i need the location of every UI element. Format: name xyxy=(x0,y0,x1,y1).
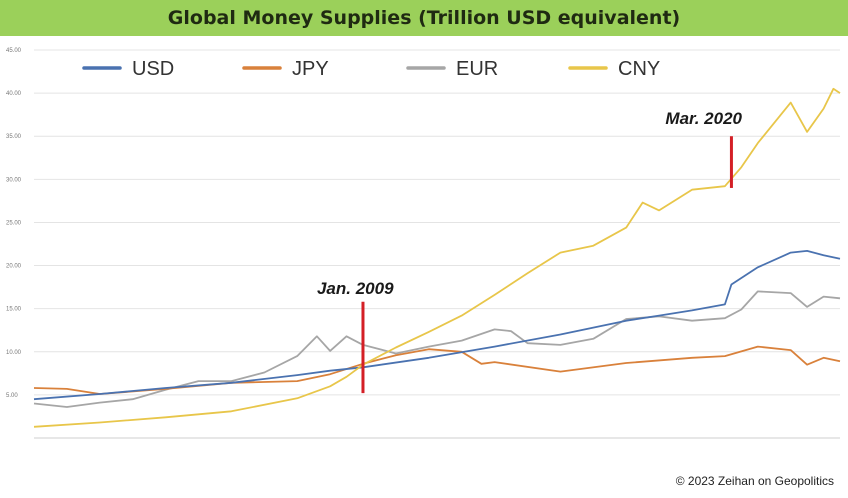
line-chart: 5.00 10.00 15.00 20.00 25.00 30.00 35.00 40.00 4… xyxy=(6,48,841,439)
y-tick-label: 45.00 xyxy=(6,48,22,54)
series-line-jpy xyxy=(33,345,841,395)
chart-title-bar: Global Money Supplies (Trillion USD equi… xyxy=(0,0,848,36)
legend-label-eur: EUR xyxy=(456,58,498,80)
series-line-usd xyxy=(33,250,841,401)
y-tick-label: 40.00 xyxy=(6,91,22,97)
y-tick-label: 30.00 xyxy=(6,177,22,183)
y-tick-label: 25.00 xyxy=(6,220,22,226)
annotation-label: Mar. 2020 xyxy=(665,109,742,128)
y-tick-label: 20.00 xyxy=(6,264,22,270)
legend-label-cny: CNY xyxy=(618,58,660,80)
chart-title: Global Money Supplies (Trillion USD equi… xyxy=(167,7,681,29)
annotation-label: Jan. 2009 xyxy=(317,279,394,298)
legend-label-jpy: JPY xyxy=(292,58,329,80)
copyright-footer: © 2023 Zeihan on Geopolitics xyxy=(675,474,834,488)
series-line-eur xyxy=(33,290,841,408)
y-tick-label: 5.00 xyxy=(6,393,18,399)
series-line-cny xyxy=(33,87,841,428)
y-tick-label: 15.00 xyxy=(6,307,22,313)
y-tick-label: 10.00 xyxy=(6,350,22,356)
legend-label-usd: USD xyxy=(132,58,174,80)
y-tick-label: 35.00 xyxy=(6,134,22,140)
